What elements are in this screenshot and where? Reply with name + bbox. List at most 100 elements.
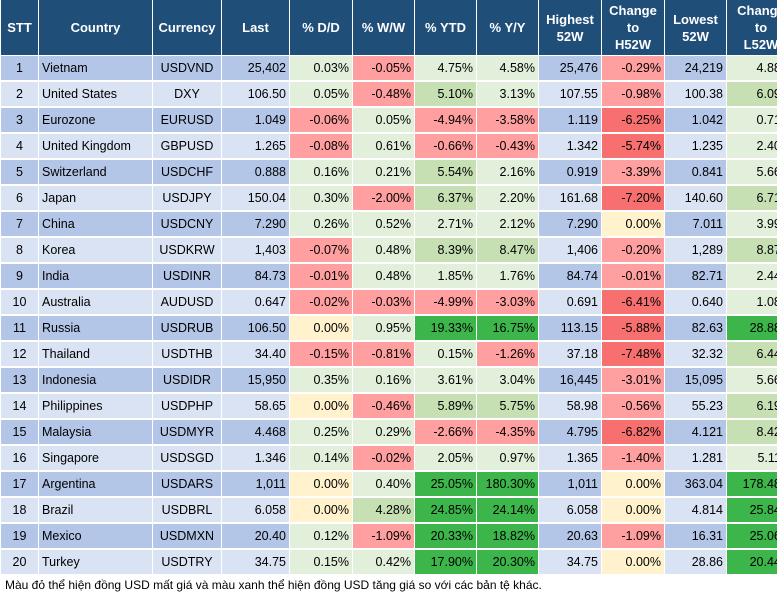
cell-high: 161.68 [539,186,602,212]
cell-yy: -3.58% [477,108,539,134]
cell-chl: 1.08% [727,290,777,316]
table-row: 15 Malaysia USDMYR 4.468 0.25% 0.29% -2.66% -4.… [1,420,777,446]
cell-country: Mexico [39,524,153,550]
cell-ytd: -4.94% [415,108,477,134]
column-header-dd: % D/D [290,0,353,56]
cell-high: 4.795 [539,420,602,446]
cell-ww: 0.21% [353,160,415,186]
cell-stt: 7 [1,212,39,238]
cell-high: 7.290 [539,212,602,238]
cell-country: Thailand [39,342,153,368]
cell-stt: 18 [1,498,39,524]
cell-high: 25,476 [539,56,602,82]
cell-country: Malaysia [39,420,153,446]
cell-yy: 8.47% [477,238,539,264]
cell-ww: 0.42% [353,550,415,576]
cell-yy: 16.75% [477,316,539,342]
cell-chl: 6.09% [727,82,777,108]
column-header-low: Lowest 52W [665,0,727,56]
cell-low: 0.640 [665,290,727,316]
cell-ytd: 4.75% [415,56,477,82]
cell-ww: -0.81% [353,342,415,368]
cell-last: 25,402 [222,56,290,82]
table-row: 10 Australia AUDUSD 0.647 -0.02% -0.03% -4.99%… [1,290,777,316]
column-header-ytd: % YTD [415,0,477,56]
cell-currency: GBPUSD [153,134,222,160]
table-row: 20 Turkey USDTRY 34.75 0.15% 0.42% 17.90% 20.30… [1,550,777,576]
cell-yy: 2.12% [477,212,539,238]
column-header-ww: % W/W [353,0,415,56]
cell-dd: -0.02% [290,290,353,316]
table-row: 19 Mexico USDMXN 20.40 0.12% -1.09% 20.33% 18.8… [1,524,777,550]
cell-ww: 4.28% [353,498,415,524]
cell-ytd: -2.66% [415,420,477,446]
cell-dd: 0.14% [290,446,353,472]
cell-currency: DXY [153,82,222,108]
cell-stt: 13 [1,368,39,394]
cell-country: Vietnam [39,56,153,82]
cell-ww: -0.46% [353,394,415,420]
cell-chl: 28.88% [727,316,777,342]
cell-last: 34.75 [222,550,290,576]
column-header-currency: Currency [153,0,222,56]
cell-chl: 2.44% [727,264,777,290]
cell-stt: 12 [1,342,39,368]
cell-chl: 2.40% [727,134,777,160]
cell-yy: 5.75% [477,394,539,420]
cell-ytd: 17.90% [415,550,477,576]
cell-ww: -0.03% [353,290,415,316]
cell-stt: 11 [1,316,39,342]
table-body: 1 Vietnam USDVND 25,402 0.03% -0.05% 4.75% 4.58… [1,56,777,576]
cell-chh: -6.82% [602,420,665,446]
cell-stt: 15 [1,420,39,446]
cell-currency: USDPHP [153,394,222,420]
cell-chh: -5.74% [602,134,665,160]
cell-low: 55.23 [665,394,727,420]
cell-ww: 0.29% [353,420,415,446]
table-row: 2 United States DXY 106.50 0.05% -0.48% 5.10% 3… [1,82,777,108]
cell-ytd: 3.61% [415,368,477,394]
cell-yy: 24.14% [477,498,539,524]
cell-ytd: 25.05% [415,472,477,498]
cell-ww: -0.02% [353,446,415,472]
cell-chh: 0.00% [602,498,665,524]
cell-country: Turkey [39,550,153,576]
cell-chh: -0.98% [602,82,665,108]
cell-country: Brazil [39,498,153,524]
cell-stt: 16 [1,446,39,472]
cell-high: 1.365 [539,446,602,472]
cell-country: Australia [39,290,153,316]
cell-ytd: -4.99% [415,290,477,316]
cell-chh: -7.20% [602,186,665,212]
table-row: 18 Brazil USDBRL 6.058 0.00% 4.28% 24.85% 24.14… [1,498,777,524]
cell-ww: -0.05% [353,56,415,82]
cell-chh: -1.40% [602,446,665,472]
cell-low: 363.04 [665,472,727,498]
cell-chh: -1.09% [602,524,665,550]
cell-chh: -3.39% [602,160,665,186]
cell-stt: 8 [1,238,39,264]
column-header-yy: % Y/Y [477,0,539,56]
cell-chl: 5.66% [727,160,777,186]
table-row: 7 China USDCNY 7.290 0.26% 0.52% 2.71% 2.12% 7.2… [1,212,777,238]
cell-currency: USDRUB [153,316,222,342]
cell-chl: 178.48% [727,472,777,498]
cell-last: 6.058 [222,498,290,524]
cell-ww: -0.48% [353,82,415,108]
column-header-chl: ChangetoL52W [727,0,777,56]
table-row: 5 Switzerland USDCHF 0.888 0.16% 0.21% 5.54% 2.… [1,160,777,186]
cell-low: 32.32 [665,342,727,368]
cell-yy: 18.82% [477,524,539,550]
cell-chl: 6.19% [727,394,777,420]
cell-high: 84.74 [539,264,602,290]
cell-stt: 3 [1,108,39,134]
cell-last: 150.04 [222,186,290,212]
cell-dd: 0.00% [290,394,353,420]
cell-chh: 0.00% [602,550,665,576]
cell-currency: USDVND [153,56,222,82]
cell-yy: 2.16% [477,160,539,186]
cell-low: 16.31 [665,524,727,550]
cell-chl: 6.44% [727,342,777,368]
column-header-high: Highest 52W [539,0,602,56]
cell-chh: -3.01% [602,368,665,394]
